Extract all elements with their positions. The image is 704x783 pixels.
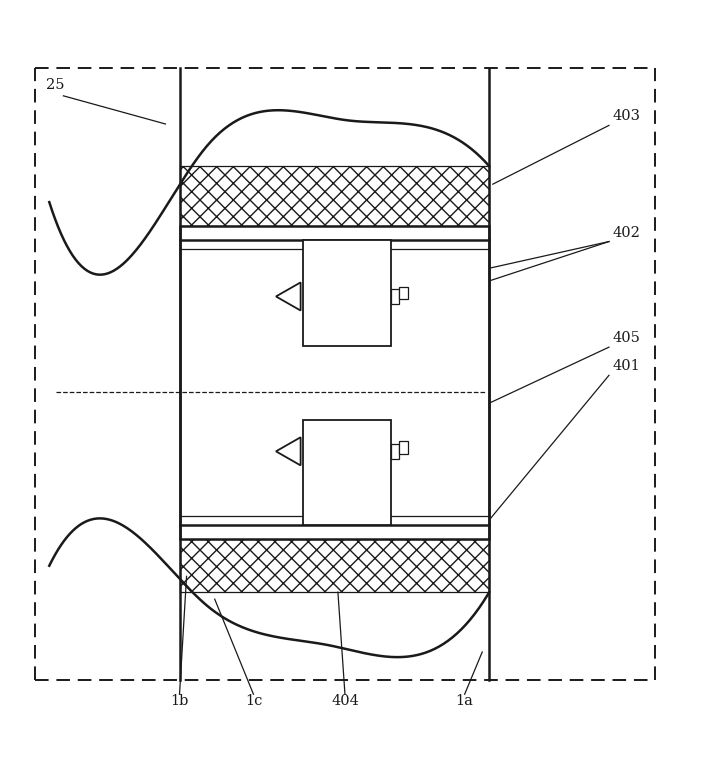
Bar (391, 444, 399, 459)
Polygon shape (276, 283, 301, 311)
Text: 403: 403 (612, 110, 641, 124)
Text: 404: 404 (331, 694, 359, 708)
Text: 405: 405 (612, 331, 641, 345)
Text: 401: 401 (612, 359, 640, 373)
Bar (180, 539, 489, 592)
Text: 1b: 1b (170, 694, 189, 708)
Bar (399, 287, 408, 299)
Text: 25: 25 (46, 78, 64, 92)
Text: 1a: 1a (455, 694, 474, 708)
Bar (399, 442, 408, 454)
Bar (303, 240, 391, 346)
Bar (391, 289, 399, 305)
Polygon shape (276, 437, 301, 465)
Bar (303, 420, 391, 525)
Bar (180, 226, 489, 539)
Text: 1c: 1c (245, 694, 262, 708)
Text: 402: 402 (612, 226, 641, 240)
Bar (180, 166, 489, 226)
